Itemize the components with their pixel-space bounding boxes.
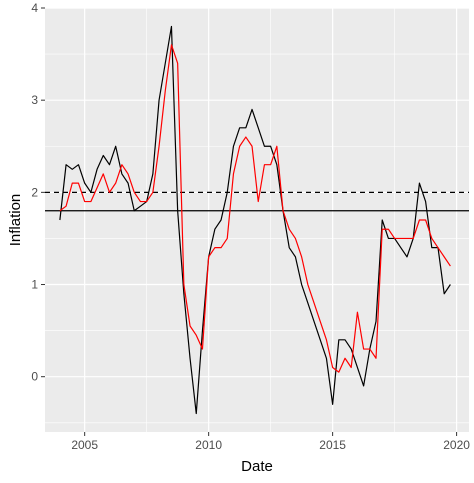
y-tick-label: 1 <box>31 278 38 292</box>
y-tick-label: 0 <box>31 370 38 384</box>
y-tick-label: 4 <box>31 1 38 15</box>
y-tick-label: 3 <box>31 93 38 107</box>
grid-lines <box>45 7 469 432</box>
series-lines <box>59 25 451 415</box>
y-axis-title: Inflation <box>7 194 24 247</box>
series-line-2 <box>59 44 451 373</box>
y-axis-ticks: 0 1 2 3 4 <box>31 1 45 384</box>
x-axis-title: Date <box>241 458 273 475</box>
plot-panel <box>45 8 469 432</box>
x-axis-ticks: 2005 2010 2015 2020 <box>71 432 470 452</box>
x-tick-label: 2020 <box>443 438 470 452</box>
x-tick-label: 2005 <box>71 438 98 452</box>
x-tick-label: 2010 <box>195 438 222 452</box>
x-tick-label: 2015 <box>319 438 346 452</box>
y-tick-label: 2 <box>31 185 38 199</box>
